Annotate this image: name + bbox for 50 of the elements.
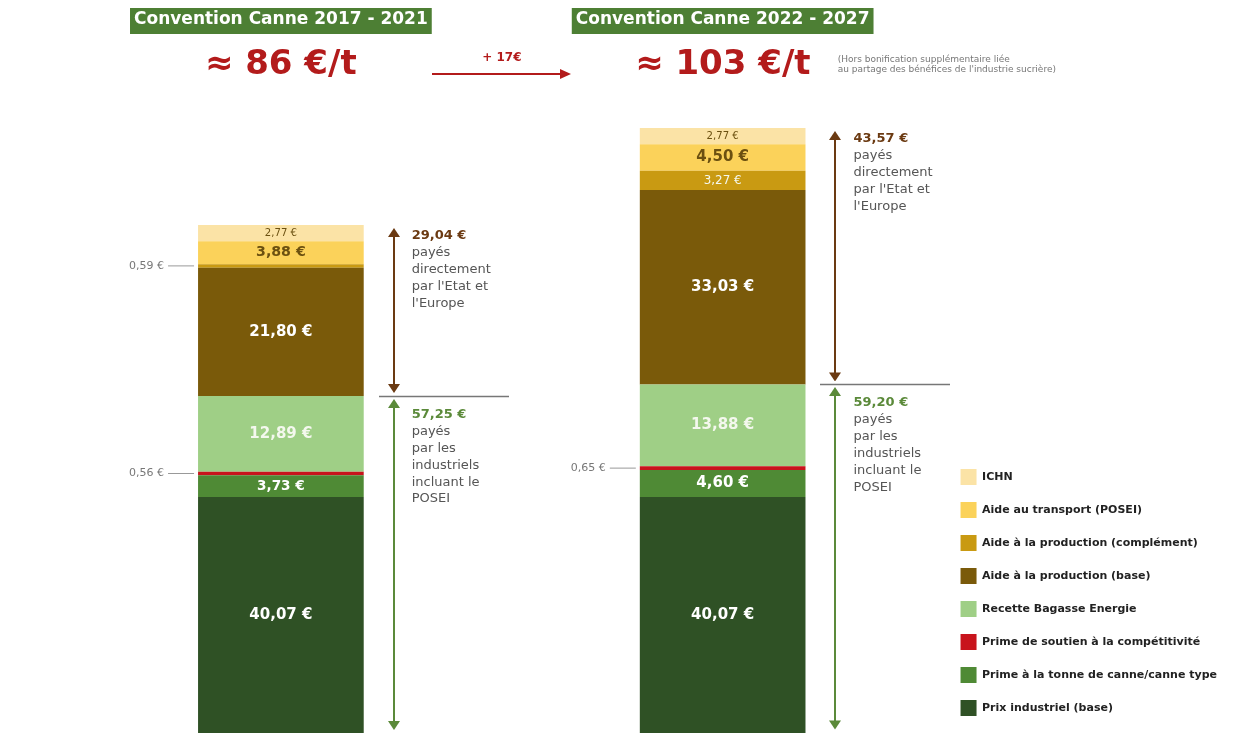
data-label: 21,80 € <box>249 321 313 340</box>
bar <box>639 466 806 471</box>
data-label: 3,73 € <box>256 476 305 493</box>
bar <box>198 267 364 396</box>
data-label: 3,88 € <box>256 243 306 260</box>
data-label: 0,56 € <box>129 466 165 480</box>
annotation: 43,57 € payés directement par l'Etat et l'Europe <box>853 130 933 215</box>
bar <box>198 264 364 268</box>
legend-label: Prime de soutien à la compétitivité <box>982 634 1201 648</box>
data-label: 12,89 € <box>249 423 313 442</box>
text: (Hors bonification supplémentaire liée au partage des bénéfices de l'industrie sucrière) <box>837 54 1056 74</box>
data-label: 0,65 € <box>570 460 606 474</box>
bar <box>198 241 364 265</box>
bar <box>639 497 806 733</box>
legend-label: Recette Bagasse Energie <box>982 601 1137 615</box>
bar <box>639 190 806 385</box>
legend-label: Prix industriel (base) <box>982 700 1113 714</box>
text: ≈ 103 €/t <box>635 42 811 82</box>
legend-label: Aide au transport (POSEI) <box>982 502 1143 516</box>
data-label: 2,77 € <box>706 129 739 141</box>
text: + 17€ <box>482 50 522 64</box>
bar <box>198 471 364 476</box>
data-label: 4,60 € <box>696 473 749 492</box>
bar <box>198 497 364 733</box>
bar <box>639 170 806 191</box>
legend-label: Aide à la production (complément) <box>982 535 1198 549</box>
data-label: 3,27 € <box>703 172 742 187</box>
annotation: 59,20 € payés par les industriels incluant le POSEI <box>853 394 922 496</box>
legend-label: ICHN <box>982 469 1013 483</box>
data-label: 4,50 € <box>696 147 749 166</box>
data-label: 2,77 € <box>264 226 297 238</box>
annotation: 29,04 € payés directement par l'Etat et l'Europe <box>411 227 491 312</box>
x-tick-label: Convention Canne 2022 - 2027 <box>575 8 870 29</box>
x-tick-label: Convention Canne 2017 - 2021 <box>134 8 428 29</box>
data-label: 0,59 € <box>129 258 165 272</box>
bar <box>198 225 364 242</box>
bar <box>198 475 364 498</box>
text: ≈ 86 €/t <box>204 42 357 82</box>
bar <box>639 470 806 498</box>
legend-label: Prime à la tonne de canne/canne type <box>982 667 1218 681</box>
legend-label: Aide à la production (base) <box>982 568 1151 582</box>
bar <box>639 144 806 171</box>
bar <box>639 128 806 145</box>
bar <box>198 395 364 472</box>
data-label: 13,88 € <box>691 415 755 434</box>
data-label: 40,07 € <box>691 604 755 623</box>
annotation: 57,25 € payés par les industriels incluant le POSEI <box>411 405 480 508</box>
data-label: 33,03 € <box>691 277 755 296</box>
bar <box>639 384 806 467</box>
data-label: 40,07 € <box>249 604 313 623</box>
